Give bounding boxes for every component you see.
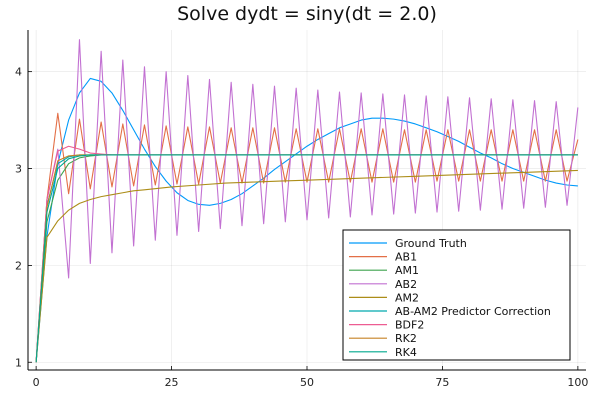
series-line-rk4 [35, 154, 578, 363]
series-line-am2 [35, 169, 578, 363]
y-tick-label: 1 [15, 356, 22, 369]
y-tick-label: 2 [15, 259, 22, 272]
legend-label-ab1: AB1 [395, 251, 417, 264]
legend-label-am1: AM1 [395, 264, 419, 277]
legend-label-ab-am2-predictor-correction: AB-AM2 Predictor Correction [395, 305, 551, 318]
x-tick-label: 75 [435, 376, 449, 389]
legend-label-am2: AM2 [395, 291, 419, 304]
chart-title: Solve dydt = siny(dt = 2.0) [177, 3, 437, 25]
legend-label-ground-truth: Ground Truth [395, 237, 467, 250]
x-tick-label: 100 [567, 376, 588, 389]
legend-label-rk2: RK2 [395, 332, 417, 345]
x-tick-label: 0 [33, 376, 40, 389]
x-tick-label: 50 [300, 376, 314, 389]
series-lines [35, 39, 579, 363]
legend-label-bdf2: BDF2 [395, 319, 424, 332]
legend-label-ab2: AB2 [395, 278, 417, 291]
axes [27, 30, 586, 371]
y-tick-label: 3 [15, 163, 22, 176]
y-tick-label: 4 [15, 66, 22, 79]
series-line-ab2 [35, 39, 579, 363]
x-tick-label: 25 [165, 376, 179, 389]
tick-labels: 0 25 50 75 100 1 2 3 4 [15, 66, 588, 389]
series-line-ab1 [35, 112, 579, 363]
legend-label-rk4: RK4 [395, 346, 417, 359]
